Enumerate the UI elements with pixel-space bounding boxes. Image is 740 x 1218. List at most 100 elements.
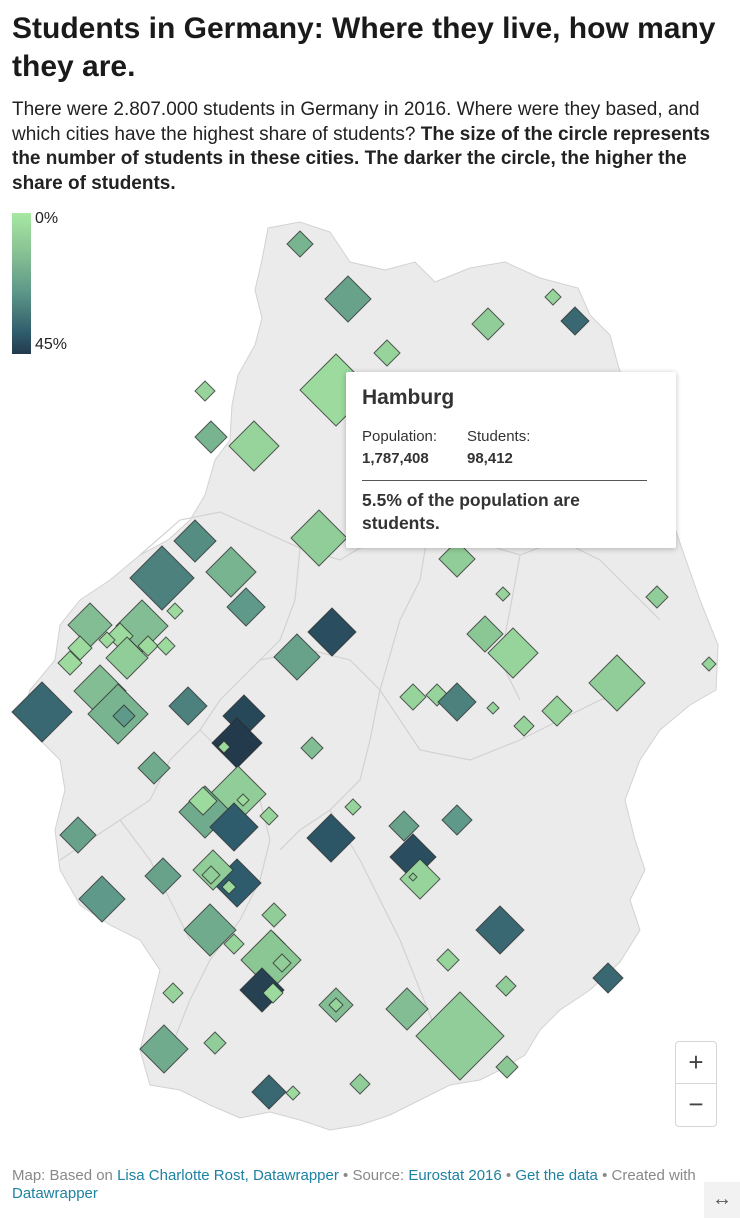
footer-data-link[interactable]: Get the data — [515, 1167, 598, 1184]
city-marker[interactable] — [11, 681, 73, 743]
tooltip-population-value: 1,787,408 — [362, 450, 429, 467]
city-marker[interactable] — [541, 695, 573, 727]
city-marker[interactable] — [259, 806, 279, 826]
city-marker[interactable] — [385, 987, 429, 1031]
city-marker[interactable] — [290, 509, 348, 567]
city-marker[interactable] — [475, 905, 525, 955]
footer-source-link[interactable]: Eurostat 2016 — [408, 1167, 502, 1184]
city-marker[interactable] — [205, 546, 257, 598]
city-marker[interactable] — [437, 682, 477, 722]
city-marker[interactable] — [194, 420, 228, 454]
city-marker[interactable] — [399, 858, 441, 900]
city-marker[interactable] — [156, 636, 176, 656]
city-marker[interactable] — [129, 545, 195, 611]
city-marker[interactable] — [285, 1085, 301, 1101]
zoom-control: + − — [675, 1041, 717, 1127]
city-marker[interactable] — [701, 656, 717, 672]
city-marker[interactable] — [272, 953, 292, 973]
legend-min-label: 0% — [35, 210, 59, 227]
tooltip-city-name: Hamburg — [362, 386, 455, 409]
city-marker[interactable] — [495, 975, 517, 997]
city-marker[interactable] — [217, 740, 231, 754]
footer-datawrapper-link[interactable]: Datawrapper — [12, 1185, 98, 1202]
city-marker[interactable] — [415, 991, 505, 1081]
city-marker[interactable] — [466, 615, 504, 653]
city-marker[interactable] — [300, 736, 324, 760]
intro-bold: The size of the circle represents the nu… — [12, 123, 711, 194]
city-marker[interactable] — [67, 635, 93, 661]
city-marker[interactable] — [194, 380, 216, 402]
city-marker[interactable] — [273, 633, 321, 681]
city-marker[interactable] — [645, 585, 669, 609]
city-marker[interactable] — [57, 650, 83, 676]
city-marker[interactable] — [162, 982, 184, 1004]
footer-map-prefix: Map: Based on — [12, 1167, 113, 1184]
city-marker[interactable] — [495, 1055, 519, 1079]
tooltip-share-text: 5.5% of the population are students. — [362, 490, 580, 533]
intro-plain: There were 2.807.000 students in Germany… — [12, 99, 700, 145]
city-marker[interactable] — [166, 602, 184, 620]
city-marker[interactable] — [560, 306, 590, 336]
germany-map[interactable] — [0, 200, 740, 1145]
footer-separator: • — [505, 1167, 512, 1184]
city-marker[interactable] — [436, 948, 460, 972]
city-marker[interactable] — [592, 962, 624, 994]
legend-max-label: 45% — [35, 336, 68, 353]
tooltip-population-label: Population: — [362, 428, 438, 445]
city-marker[interactable] — [408, 872, 418, 882]
city-marker[interactable] — [441, 804, 473, 836]
city-marker[interactable] — [344, 798, 362, 816]
city-marker[interactable] — [221, 879, 237, 895]
city-marker[interactable] — [209, 802, 259, 852]
city-marker[interactable] — [188, 786, 218, 816]
tooltip-students-value: 98,412 — [467, 450, 513, 467]
city-marker[interactable] — [286, 230, 314, 258]
city-marker[interactable] — [588, 654, 646, 712]
city-marker[interactable] — [112, 704, 136, 728]
city-marker[interactable] — [544, 288, 562, 306]
city-marker[interactable] — [324, 275, 372, 323]
city-marker[interactable] — [373, 339, 401, 367]
city-marker[interactable] — [236, 793, 250, 807]
city-marker[interactable] — [471, 307, 505, 341]
legend-gradient-bar — [12, 213, 31, 354]
zoom-in-button[interactable]: + — [676, 1042, 716, 1084]
footer-source-prefix: • Source: — [343, 1167, 405, 1184]
footer-author-link[interactable]: Lisa Charlotte Rost, Datawrapper — [117, 1167, 339, 1184]
city-marker[interactable] — [349, 1073, 371, 1095]
city-marker[interactable] — [495, 586, 511, 602]
city-marker[interactable] — [399, 683, 427, 711]
city-marker[interactable] — [262, 982, 284, 1004]
city-marker[interactable] — [487, 627, 539, 679]
city-marker[interactable] — [328, 997, 344, 1013]
city-marker[interactable] — [59, 816, 97, 854]
city-marker[interactable] — [137, 635, 159, 657]
city-marker[interactable] — [223, 933, 245, 955]
city-marker[interactable] — [201, 865, 221, 885]
city-marker[interactable] — [137, 751, 171, 785]
city-markers[interactable] — [11, 230, 717, 1110]
city-marker[interactable] — [139, 1024, 189, 1074]
city-marker[interactable] — [183, 903, 237, 957]
city-marker[interactable] — [486, 701, 500, 715]
zoom-out-button[interactable]: − — [688, 1089, 704, 1119]
city-marker[interactable] — [388, 810, 420, 842]
city-marker[interactable] — [203, 1031, 227, 1055]
city-marker[interactable] — [251, 1074, 287, 1110]
expand-icon[interactable]: ↔ — [704, 1182, 740, 1218]
city-marker[interactable] — [173, 519, 217, 563]
city-marker[interactable] — [261, 902, 287, 928]
city-marker[interactable] — [307, 607, 357, 657]
color-legend: 0% 45% — [12, 210, 92, 356]
city-marker[interactable] — [144, 857, 182, 895]
city-marker[interactable] — [438, 540, 476, 578]
city-marker[interactable] — [226, 587, 266, 627]
city-marker[interactable] — [168, 686, 208, 726]
city-marker[interactable] — [98, 631, 116, 649]
footer-credits: Map: Based on Lisa Charlotte Rost, Dataw… — [12, 1167, 712, 1203]
city-marker[interactable] — [306, 813, 356, 863]
city-marker[interactable] — [105, 636, 149, 680]
city-marker[interactable] — [228, 420, 280, 472]
city-marker[interactable] — [513, 715, 535, 737]
city-marker[interactable] — [78, 875, 126, 923]
